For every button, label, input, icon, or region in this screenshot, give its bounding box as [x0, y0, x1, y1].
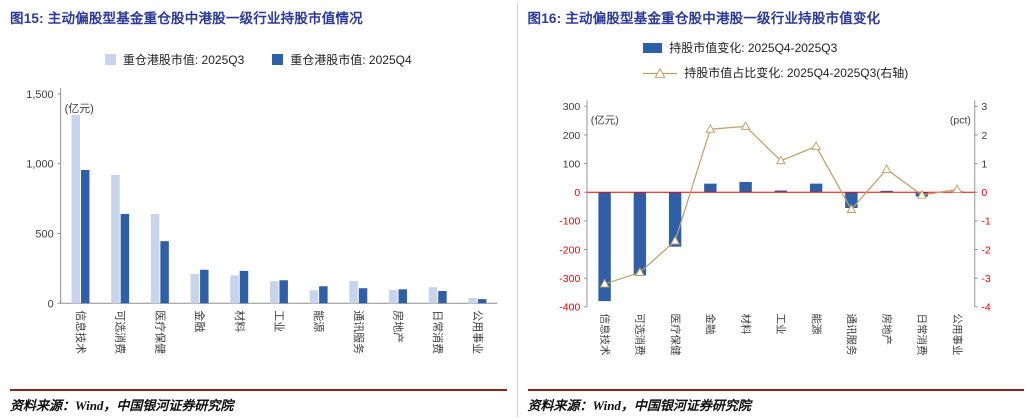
legend-label-share-change: 持股市值占比变化: 2025Q4-2025Q3(右轴) [684, 66, 909, 80]
svg-text:材料: 材料 [233, 310, 247, 332]
svg-text:能源: 能源 [809, 314, 822, 335]
holdings-value-bar-chart: 0 500 1,000 1,500 信息技术 可选消费 医疗保健 金融 材料 工业 能源 通讯服务 房地… [26, 87, 498, 354]
svg-text:1,500: 1,500 [26, 89, 53, 101]
svg-text:工业: 工业 [774, 314, 786, 335]
svg-text:0: 0 [574, 187, 580, 199]
svg-text:信息技术: 信息技术 [598, 314, 611, 356]
figure16-source-note: 资料来源：Wind，中国银河证券研究院 [527, 389, 1024, 414]
panel-divider [516, 3, 518, 417]
svg-text:100: 100 [562, 158, 580, 170]
svg-text:能源: 能源 [312, 310, 326, 332]
legend-label-value-change: 持股市值变化: 2025Q4-2025Q3 [669, 41, 838, 55]
svg-text:通讯服务: 通讯服务 [845, 314, 858, 356]
figure15-source-note: 资料来源：Wind，中国银河证券研究院 [10, 389, 507, 414]
svg-text:0: 0 [48, 298, 54, 310]
figure-15: 图15: 主动偏股型基金重仓股中港股一级行业持股市值情况 重仓港股市值: 202… [10, 11, 507, 414]
svg-text:医疗保健: 医疗保健 [153, 310, 167, 354]
svg-text:-2: -2 [981, 244, 990, 256]
svg-text:1: 1 [981, 158, 987, 170]
svg-text:500: 500 [35, 228, 53, 240]
figure16-title: 图16: 主动偏股型基金重仓股中港股一级行业持股市值变化 [527, 11, 881, 26]
svg-text:-4: -4 [981, 302, 990, 314]
legend-item-2025q3: 重仓港股市值: 2025Q3 [104, 51, 245, 68]
figure15-legend: 重仓港股市值: 2025Q3 重仓港股市值: 2025Q4 [10, 51, 507, 68]
svg-text:可选消费: 可选消费 [633, 314, 646, 356]
svg-text:日常消费: 日常消费 [915, 314, 928, 356]
svg-text:工业: 工业 [272, 310, 285, 332]
svg-text:公用事业: 公用事业 [950, 314, 963, 356]
svg-text:日常消费: 日常消费 [431, 310, 445, 354]
svg-text:医疗保健: 医疗保健 [668, 314, 681, 356]
q4-color-swatch [272, 54, 284, 65]
svg-text:(亿元): (亿元) [590, 113, 618, 126]
svg-text:公用事业: 公用事业 [471, 310, 484, 354]
figure-16: 图16: 主动偏股型基金重仓股中港股一级行业持股市值变化 持股市值变化: 202… [518, 0, 1034, 420]
svg-text:金融: 金融 [704, 314, 717, 335]
legend-label-2025q4: 重仓港股市值: 2025Q4 [290, 53, 412, 67]
svg-text:300: 300 [562, 101, 580, 113]
svg-text:可选消费: 可选消费 [114, 310, 128, 354]
svg-text:-3: -3 [981, 273, 990, 285]
legend-item-value-change: 持股市值变化: 2025Q4-2025Q3 [643, 39, 837, 56]
svg-text:-1: -1 [981, 216, 990, 228]
line-series-marker [643, 67, 678, 79]
source-text: 资料来源：Wind，中国银河证券研究院 [527, 398, 751, 413]
holdings-change-combo-chart: 300 200 100 0 -100 -200 -300 -400 3 2 1 0 -1 -2 -3 -4 信息… [559, 100, 990, 356]
q3-color-swatch [104, 54, 116, 65]
figure15-title: 图15: 主动偏股型基金重仓股中港股一级行业持股市值情况 [10, 11, 363, 26]
svg-text:3: 3 [981, 101, 987, 113]
svg-text:(亿元): (亿元) [65, 102, 94, 115]
legend-item-share-change: 持股市值占比变化: 2025Q4-2025Q3(右轴) [643, 64, 908, 81]
svg-text:-100: -100 [559, 216, 580, 228]
svg-text:1,000: 1,000 [26, 159, 53, 171]
source-text: 资料来源：Wind，中国银河证券研究院 [10, 398, 234, 413]
svg-text:房地产: 房地产 [392, 310, 406, 343]
svg-text:房地产: 房地产 [880, 314, 893, 346]
svg-text:0: 0 [981, 187, 987, 199]
svg-text:(pct): (pct) [949, 114, 970, 126]
svg-text:通讯服务: 通讯服务 [352, 310, 365, 354]
svg-text:-200: -200 [559, 244, 580, 256]
svg-text:金融: 金融 [193, 310, 207, 332]
svg-text:-400: -400 [559, 302, 580, 314]
svg-text:材料: 材料 [739, 314, 752, 335]
svg-text:信息技术: 信息技术 [74, 310, 88, 354]
svg-text:-300: -300 [559, 273, 580, 285]
legend-item-2025q4: 重仓港股市值: 2025Q4 [272, 51, 412, 68]
figure16-legend: 持股市值变化: 2025Q4-2025Q3 持股市值占比变化: 2025Q4-2… [643, 39, 908, 81]
svg-text:200: 200 [562, 130, 580, 142]
value-change-color-swatch [643, 42, 663, 53]
legend-label-2025q3: 重仓港股市值: 2025Q3 [122, 53, 245, 67]
svg-text:2: 2 [981, 130, 987, 142]
